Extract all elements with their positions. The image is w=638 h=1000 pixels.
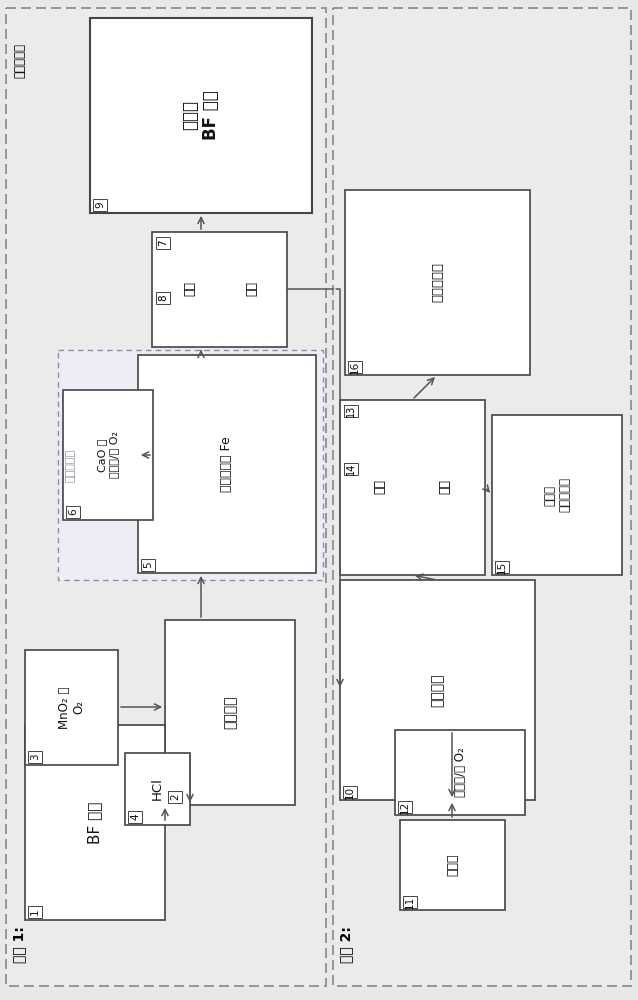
Bar (340, 580, 535, 800)
Bar (492, 415, 622, 575)
Bar (398, 801, 412, 813)
Text: 步骤 2:: 步骤 2: (339, 927, 353, 963)
Text: 14: 14 (346, 463, 356, 475)
Text: CaO 和
空气和/或 O₂: CaO 和 空气和/或 O₂ (97, 432, 119, 479)
Bar (125, 753, 190, 825)
Bar (152, 232, 287, 347)
Bar (90, 18, 312, 213)
Text: 7: 7 (158, 240, 168, 246)
Text: 15: 15 (497, 560, 507, 574)
Text: 步骤 1:: 步骤 1: (12, 927, 26, 963)
Text: 4: 4 (130, 814, 140, 820)
Bar (28, 751, 42, 763)
Bar (344, 405, 358, 417)
Text: 11: 11 (405, 895, 415, 909)
Bar (28, 906, 42, 918)
Bar (141, 559, 155, 571)
Text: MnO₂ 和
O₂: MnO₂ 和 O₂ (57, 686, 85, 729)
Text: 8: 8 (158, 295, 168, 301)
Text: 过滤: 过滤 (373, 480, 387, 494)
Text: 至烧结装置: 至烧结装置 (13, 42, 27, 78)
Text: 2: 2 (170, 794, 180, 800)
Text: 3: 3 (30, 754, 40, 760)
Text: 选择性沉淀 Fe: 选择性沉淀 Fe (221, 436, 234, 492)
Text: 6: 6 (68, 509, 78, 515)
Bar (333, 8, 631, 986)
Text: 12: 12 (400, 800, 410, 814)
Bar (66, 506, 80, 518)
Bar (495, 561, 509, 573)
Text: 13: 13 (346, 405, 356, 417)
Bar (128, 811, 142, 823)
Bar (25, 650, 118, 765)
Bar (165, 620, 295, 805)
Text: 处理的
BF 浆浆: 处理的 BF 浆浆 (182, 91, 220, 140)
Text: 固体残留物: 固体残留物 (431, 262, 444, 302)
Bar (156, 292, 170, 304)
Text: 石灰乳: 石灰乳 (446, 854, 459, 876)
Text: 9: 9 (95, 202, 105, 208)
Bar (344, 463, 358, 475)
Bar (168, 791, 182, 803)
Text: 沉淀步骤: 沉淀步骤 (431, 673, 445, 707)
Bar (400, 820, 505, 910)
Text: 5: 5 (143, 562, 153, 568)
Bar (345, 190, 530, 375)
Text: 16: 16 (350, 360, 360, 374)
Bar (93, 199, 107, 211)
Bar (6, 8, 326, 986)
Text: 洗涤: 洗涤 (438, 480, 452, 494)
Bar (403, 896, 417, 908)
Bar (58, 350, 323, 580)
Text: 洗涤: 洗涤 (246, 282, 258, 296)
Bar (395, 730, 525, 815)
Text: 含盐的
液体流出物: 含盐的 液体流出物 (543, 478, 571, 512)
Text: 10: 10 (345, 785, 355, 799)
Text: HCl: HCl (151, 778, 164, 800)
Bar (138, 355, 316, 573)
Text: 过滤: 过滤 (184, 282, 197, 296)
Bar (348, 361, 362, 373)
Bar (343, 786, 357, 798)
Text: 可选的步骤: 可选的步骤 (66, 448, 76, 482)
Text: BF 浆浆: BF 浆浆 (87, 801, 103, 844)
Text: 沥滤步骤: 沥滤步骤 (223, 696, 237, 729)
Bar (340, 400, 485, 575)
Text: 1: 1 (30, 909, 40, 915)
Bar (63, 390, 153, 520)
Text: 空气和/或 O₂: 空气和/或 O₂ (454, 748, 466, 797)
Bar (156, 237, 170, 249)
Bar (25, 725, 165, 920)
